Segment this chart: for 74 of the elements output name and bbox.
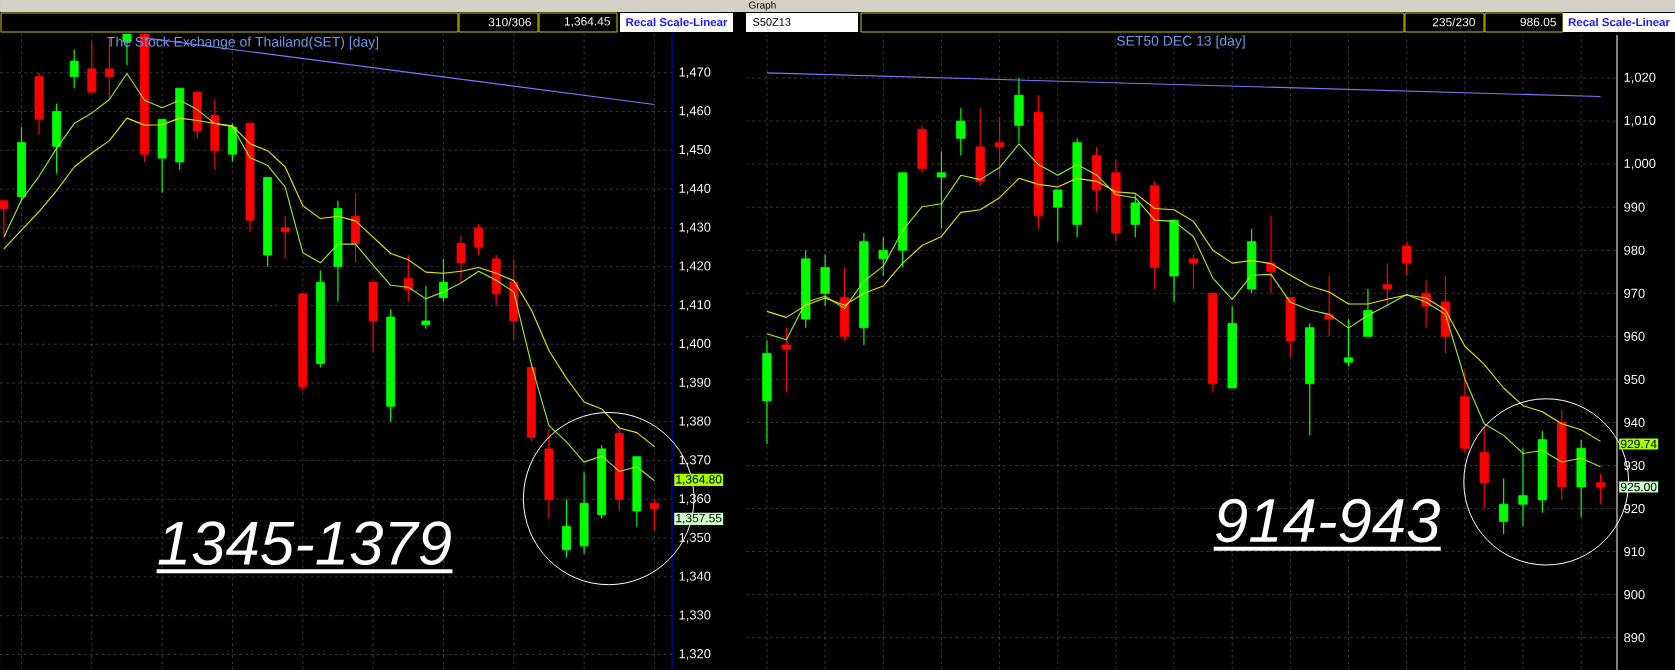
- y-tick-label: 1,410: [679, 300, 711, 311]
- y-tick-label: 950: [1624, 374, 1645, 384]
- candlestick: [87, 41, 97, 93]
- text: Graph: [749, 1, 776, 11]
- line-series: [3, 117, 655, 448]
- candlestick: [1188, 253, 1199, 290]
- candlestick: [1324, 275, 1334, 337]
- y-tick-label: 1,340: [679, 571, 711, 583]
- text: 1,364.45: [564, 17, 610, 27]
- text: 1,364.80: [676, 475, 722, 485]
- candlestick: [1053, 189, 1063, 243]
- y-tick-label: 940: [1624, 417, 1645, 428]
- y-tick-label: 1,330: [679, 610, 711, 622]
- y-tick-label: 1,430: [679, 222, 711, 234]
- text: S50Z13: [753, 18, 791, 26]
- candlestick: [69, 48, 79, 89]
- text: 1,357.55: [676, 513, 722, 524]
- y-tick-label: 1,460: [679, 106, 711, 117]
- candlestick: [456, 235, 466, 283]
- candlestick: [474, 223, 484, 256]
- candlestick: [562, 498, 571, 559]
- y-tick-label: 900: [1624, 590, 1645, 600]
- candlestick: [1498, 477, 1509, 535]
- text: 310/306: [488, 17, 531, 27]
- y-tick-label: 1,380: [679, 416, 711, 428]
- y-tick-label: 990: [1624, 202, 1645, 212]
- text: 925.00: [1620, 482, 1657, 492]
- chart-title: SET50 DEC 13 [day]: [1116, 35, 1245, 49]
- candlestick: [403, 254, 413, 303]
- candlestick: [994, 116, 1005, 178]
- candlestick: [280, 215, 290, 260]
- y-tick-label: 980: [1624, 245, 1645, 255]
- line-series: [3, 72, 655, 482]
- candlestick: [781, 327, 792, 393]
- y-tick-label: 890: [1624, 633, 1645, 643]
- y-tick-label: 1,390: [679, 377, 711, 389]
- y-tick-label: 1,450: [679, 144, 711, 156]
- y-tick-label: 1,360: [679, 494, 711, 505]
- candlestick: [1518, 447, 1528, 527]
- candlestick: [1382, 262, 1392, 307]
- candlestick: [936, 150, 947, 230]
- line-series: [766, 143, 1602, 468]
- candlestick: [439, 258, 448, 303]
- candlestick: [1130, 193, 1140, 238]
- candlestick: [1343, 318, 1354, 368]
- y-tick-label: 1,420: [679, 261, 711, 273]
- candlestick: [878, 236, 888, 277]
- candlestick: [956, 107, 966, 157]
- candlestick: [649, 498, 659, 531]
- y-tick-label: 1,440: [679, 183, 711, 195]
- annotation: 914-943: [1215, 498, 1440, 543]
- text: 929.74: [1620, 439, 1657, 449]
- y-tick-label: 1,010: [1624, 115, 1656, 127]
- y-tick-label: 1,320: [679, 649, 711, 660]
- candlestick: [1266, 215, 1276, 294]
- y-tick-label: 1,020: [1624, 72, 1656, 84]
- candlestick: [1402, 241, 1412, 277]
- y-tick-label: 970: [1624, 288, 1645, 298]
- y-tick-label: 960: [1624, 331, 1645, 341]
- candlestick: [1595, 473, 1606, 505]
- annotation: 1345-1379: [158, 521, 451, 566]
- y-tick-label: 1,000: [1624, 158, 1656, 170]
- text: Recal Scale-Linear: [1568, 17, 1670, 27]
- text: Recal Scale-Linear: [626, 17, 728, 27]
- candlestick: [0, 200, 9, 237]
- y-tick-label: 930: [1624, 460, 1645, 471]
- line-series: [766, 177, 1602, 442]
- y-tick-label: 1,400: [679, 338, 711, 350]
- y-tick-label: 920: [1624, 503, 1645, 514]
- text: 986.05: [1520, 17, 1556, 27]
- text: 235/230: [1432, 17, 1476, 27]
- y-tick-label: 910: [1624, 547, 1645, 557]
- candlestick: [421, 285, 431, 330]
- y-tick-label: 1,470: [679, 67, 711, 79]
